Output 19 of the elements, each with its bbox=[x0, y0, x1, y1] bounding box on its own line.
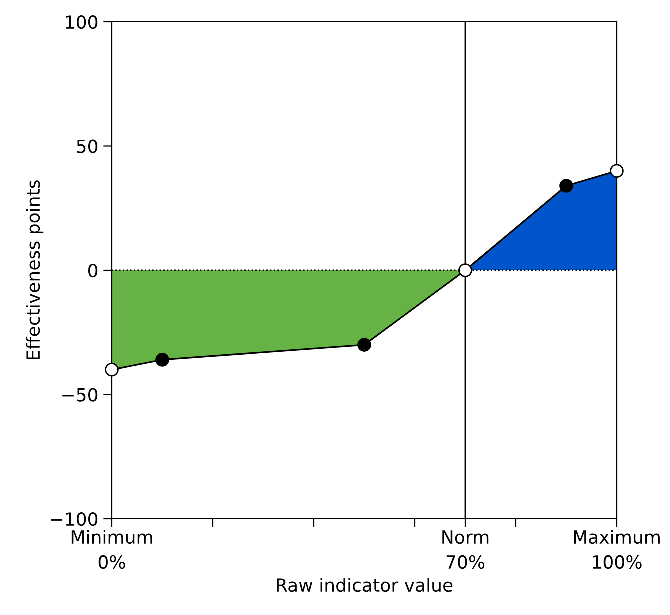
text: Minimum bbox=[72, 530, 152, 544]
point bbox=[610, 164, 624, 178]
point bbox=[458, 264, 472, 278]
text: Norm bbox=[442, 530, 489, 544]
y-axis-title: Effectiveness points bbox=[26, 180, 44, 360]
point bbox=[560, 179, 574, 193]
x-tick-label: 70% bbox=[446, 555, 485, 570]
y-tick-label: 100 bbox=[66, 15, 98, 30]
point bbox=[105, 362, 119, 377]
text: Maximum bbox=[574, 530, 660, 544]
x-tick-label: 0% bbox=[98, 555, 126, 570]
point bbox=[358, 338, 372, 352]
y-tick-label: 0 bbox=[88, 264, 98, 278]
point bbox=[156, 353, 170, 367]
y-tick-label: 50 bbox=[77, 140, 98, 154]
x-tick-label: 100% bbox=[593, 555, 642, 570]
y-tick-label: −50 bbox=[62, 388, 98, 402]
y-tick-label: −100 bbox=[51, 512, 98, 526]
x-axis-title: Raw indicator value bbox=[277, 578, 453, 592]
